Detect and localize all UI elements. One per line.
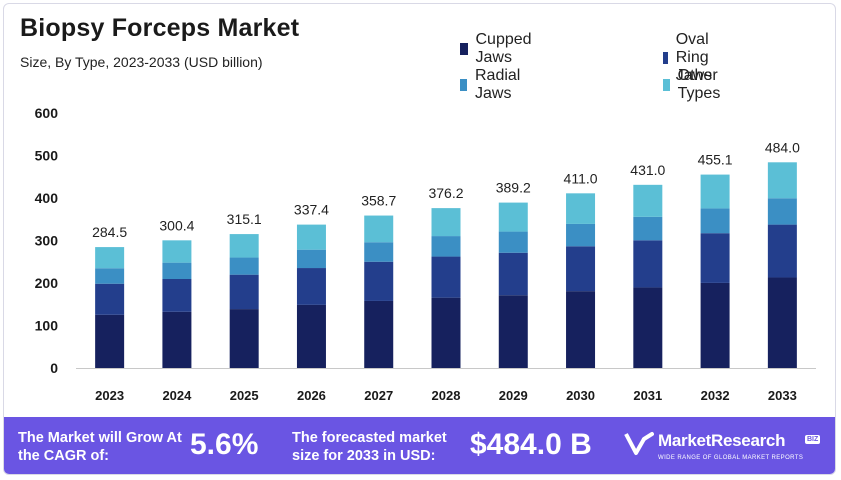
- bar-segment-radial-jaws: [296, 249, 326, 269]
- logo-mark-icon: [624, 432, 654, 455]
- legend-label-oval-ring-jaws: Oval Ring Jaws: [675, 31, 713, 84]
- bar-segment-other-types: [633, 184, 663, 217]
- x-tick-label: 2025: [230, 388, 259, 403]
- y-tick-label: 600: [35, 105, 59, 121]
- legend-item-oval-ring-jaws: Oval Ring Jaws: [663, 31, 719, 85]
- bar-segment-cupped-jaws: [364, 300, 394, 368]
- bar-total-label: 337.4: [294, 202, 329, 218]
- bar-segment-other-types: [162, 240, 192, 263]
- legend-label-radial-jaws: Radial Jaws: [475, 67, 521, 102]
- legend-swatch-cupped-jaws: [460, 43, 468, 55]
- legend-item-other-types: Other Types: [663, 67, 726, 103]
- bar-segment-oval-ring-jaws: [296, 268, 326, 305]
- bar-segment-oval-ring-jaws: [767, 224, 797, 278]
- bar-segment-other-types: [566, 193, 596, 224]
- bar-segment-radial-jaws: [162, 262, 192, 280]
- bar-total-label: 389.2: [496, 180, 531, 196]
- bar-segment-radial-jaws: [498, 231, 528, 253]
- bar-segment-radial-jaws: [633, 216, 663, 241]
- x-tick-label: 2026: [297, 388, 326, 403]
- bar-total-label: 484.0: [765, 139, 800, 155]
- bar-total-label: 358.7: [361, 193, 396, 209]
- bar-segment-oval-ring-jaws: [95, 283, 125, 315]
- legend-item-radial-jaws: Radial Jaws: [460, 67, 525, 103]
- bar-segment-oval-ring-jaws: [229, 274, 259, 310]
- bar-total-label: 455.1: [698, 152, 733, 168]
- x-tick-label: 2030: [566, 388, 595, 403]
- bar-segment-cupped-jaws: [700, 282, 730, 368]
- bar-segment-radial-jaws: [767, 198, 797, 225]
- y-tick-label: 200: [35, 275, 59, 291]
- bar-segment-cupped-jaws: [95, 314, 125, 368]
- x-tick-label: 2033: [768, 388, 797, 403]
- bar-segment-cupped-jaws: [431, 297, 461, 368]
- x-tick-label: 2028: [432, 388, 461, 403]
- bar-segment-radial-jaws: [700, 208, 730, 234]
- logo-badge: BIZ: [805, 435, 821, 444]
- bar-segment-oval-ring-jaws: [700, 233, 730, 283]
- logo-tagline: WIDE RANGE OF GLOBAL MARKET REPORTS: [658, 455, 804, 461]
- forecast-value: $484.0 B: [470, 428, 592, 461]
- stacked-bar-chart: 0 100 200 300 400 500 600 284.5 2023 300.4 2024 315…: [35, 105, 816, 403]
- chart-card: Biopsy Forceps Market Size, By Type, 202…: [3, 3, 836, 475]
- page-title: Biopsy Forceps Market: [20, 14, 300, 42]
- bar-segment-other-types: [364, 215, 394, 243]
- bar-segment-oval-ring-jaws: [431, 256, 461, 298]
- y-tick-label: 500: [35, 148, 59, 164]
- bar-segment-cupped-jaws: [229, 309, 259, 368]
- marketresearch-logo: MarketResearch BIZ WIDE RANGE OF GLOBAL …: [624, 429, 834, 469]
- forecast-label: The forecasted market size for 2033 in U…: [292, 430, 447, 464]
- cagr-value: 5.6%: [190, 428, 259, 461]
- bar-total-label: 411.0: [564, 170, 598, 186]
- bar-segment-radial-jaws: [431, 236, 461, 257]
- bar-segment-cupped-jaws: [162, 311, 192, 368]
- x-tick-label: 2023: [95, 388, 124, 403]
- legend-label-other-types: Other Types: [677, 67, 721, 102]
- bar-segment-other-types: [431, 208, 461, 237]
- bar-segment-radial-jaws: [95, 268, 125, 284]
- bar-total-label: 300.4: [159, 217, 194, 233]
- bar-segment-other-types: [498, 202, 528, 232]
- y-tick-label: 400: [35, 190, 59, 206]
- bar-segment-other-types: [767, 162, 797, 199]
- bar-total-label: 431.0: [630, 162, 665, 178]
- chart-subtitle: Size, By Type, 2023-2033 (USD billion): [20, 54, 263, 70]
- y-tick-label: 100: [35, 318, 59, 334]
- x-tick-label: 2024: [162, 388, 192, 403]
- bar-segment-cupped-jaws: [633, 287, 663, 368]
- bar-total-label: 315.1: [227, 211, 262, 227]
- bar-total-label: 284.5: [92, 224, 127, 240]
- bar-segment-radial-jaws: [566, 223, 596, 247]
- bar-segment-radial-jaws: [364, 242, 394, 262]
- x-tick-label: 2032: [701, 388, 730, 403]
- bar-segment-cupped-jaws: [767, 277, 797, 368]
- legend-swatch-other-types: [663, 79, 670, 91]
- bar-segment-oval-ring-jaws: [162, 279, 192, 312]
- bar-segment-cupped-jaws: [566, 291, 596, 368]
- legend-swatch-oval-ring-jaws: [663, 52, 668, 64]
- cagr-label: The Market will Grow At the CAGR of:: [18, 430, 182, 464]
- y-tick-label: 0: [50, 360, 58, 376]
- bar-segment-other-types: [296, 224, 326, 250]
- bar-segment-other-types: [700, 174, 730, 209]
- bar-segment-other-types: [95, 247, 125, 269]
- bar-segment-oval-ring-jaws: [566, 246, 596, 292]
- bar-segment-oval-ring-jaws: [633, 240, 663, 288]
- x-tick-label: 2031: [633, 388, 662, 403]
- legend-label-cupped-jaws: Cupped Jaws: [475, 31, 532, 66]
- bar-segment-other-types: [229, 234, 259, 258]
- legend-swatch-radial-jaws: [460, 79, 467, 91]
- bar-segment-radial-jaws: [229, 257, 259, 275]
- bar-total-label: 376.2: [428, 185, 463, 201]
- bar-segment-oval-ring-jaws: [364, 261, 394, 301]
- x-tick-label: 2029: [499, 388, 528, 403]
- legend-item-cupped-jaws: Cupped Jaws: [460, 31, 536, 67]
- footer-banner: The Market will Grow At the CAGR of: 5.6…: [4, 417, 835, 474]
- y-tick-label: 300: [35, 233, 59, 249]
- bar-segment-cupped-jaws: [296, 304, 326, 368]
- bar-segment-cupped-jaws: [498, 295, 528, 368]
- x-tick-label: 2027: [364, 388, 393, 403]
- logo-name: MarketResearch: [658, 431, 786, 450]
- bar-segment-oval-ring-jaws: [498, 252, 528, 296]
